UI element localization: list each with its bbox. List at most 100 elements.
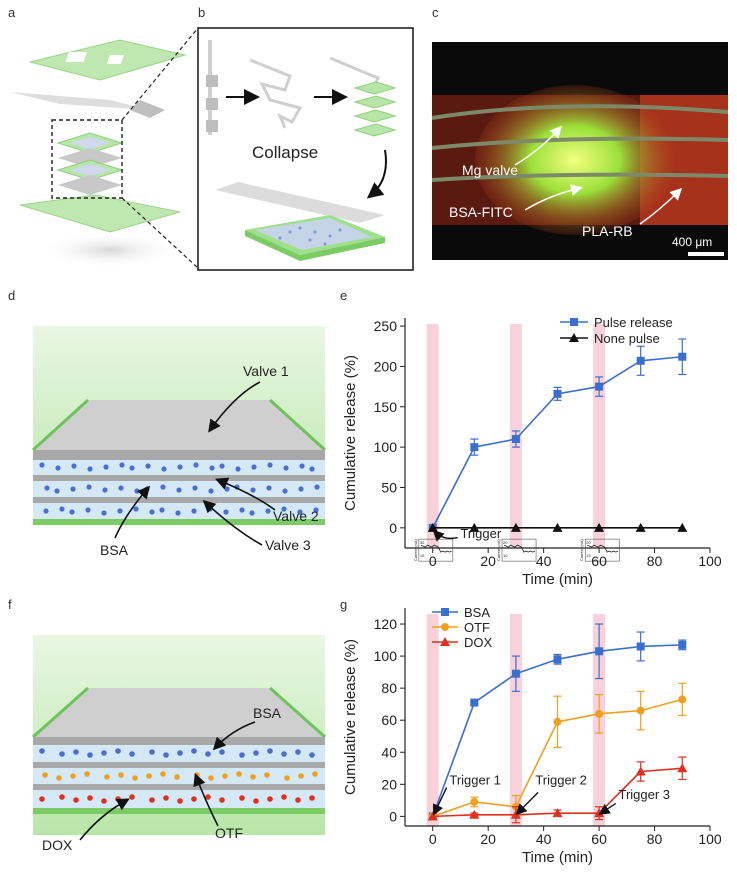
bsa-particle: [133, 506, 139, 512]
bsa-particle: [281, 751, 287, 757]
legend-label: DOX: [464, 635, 493, 650]
y-tick-label: 20: [381, 776, 397, 792]
data-point: [595, 382, 604, 391]
y-tick-label: 40: [381, 744, 397, 760]
bsa-particle: [103, 464, 109, 470]
bsa-particle: [265, 508, 271, 514]
otf-particle: [264, 772, 270, 778]
bsa-particle: [309, 466, 315, 472]
bsa-particle: [192, 485, 198, 491]
otf-particle: [284, 775, 290, 781]
bsa-particle: [119, 462, 125, 468]
collapse-label: Collapse: [252, 143, 318, 162]
y-tick-label: 50: [381, 479, 397, 495]
bsa-particle: [118, 485, 124, 491]
legend-marker: [570, 318, 578, 326]
bsa-fitc-label: BSA-FITC: [449, 204, 513, 220]
bsa-particle: [267, 462, 273, 468]
valve-2-label: Valve 2: [273, 508, 319, 524]
dox-particle: [177, 798, 183, 804]
x-tick-label: 0: [429, 831, 437, 847]
y-tick-label: 0: [389, 520, 397, 536]
data-point: [427, 811, 438, 821]
bsa-particle: [251, 464, 257, 470]
otf-particle: [312, 771, 318, 777]
dox-particle: [309, 795, 315, 801]
bsa-particle: [87, 466, 93, 472]
dox-particle: [115, 796, 121, 802]
data-point: [427, 522, 438, 532]
y-tick-label: 200: [374, 358, 398, 374]
dox-particle: [295, 797, 301, 803]
y-tick-label: 150: [374, 399, 398, 415]
bsa-particle: [295, 749, 301, 755]
bsa-label-d: BSA: [100, 542, 129, 558]
bsa-particle: [149, 749, 155, 755]
data-point: [552, 522, 563, 532]
otf-particle: [236, 771, 242, 777]
otf-particle: [174, 774, 180, 780]
data-point: [552, 808, 563, 818]
x-axis-label: Time (min): [522, 849, 593, 866]
bsa-particle: [239, 752, 245, 758]
data-point: [635, 766, 646, 776]
bsa-particle: [282, 488, 288, 494]
current-inset: [584, 538, 620, 562]
bsa-particle: [101, 510, 107, 516]
bsa-particle: [129, 465, 135, 471]
otf-particle: [56, 775, 62, 781]
dox-particle: [101, 798, 107, 804]
dox-particle: [163, 795, 169, 801]
panel-a-exploded-device: [10, 27, 199, 269]
bsa-particle: [59, 751, 65, 757]
y-tick-label: 80: [381, 680, 397, 696]
bsa-particle: [297, 509, 303, 515]
bsa-particle: [208, 488, 214, 494]
x-tick-label: 20: [480, 553, 496, 569]
trigger-2-arrow: [515, 791, 539, 816]
bsa-particle: [70, 486, 76, 492]
x-axis-label: Time (min): [522, 571, 593, 588]
x-tick-label: 40: [536, 553, 552, 569]
bsa-particle: [224, 486, 230, 492]
data-point: [594, 522, 605, 532]
bsa-particle: [219, 749, 225, 755]
data-point: [678, 695, 687, 704]
data-point: [553, 389, 562, 398]
current-inset: [501, 538, 537, 562]
otf-particle: [42, 772, 48, 778]
bsa-particle: [177, 464, 183, 470]
bsa-particle: [175, 510, 181, 516]
bsa-particle: [309, 752, 315, 758]
bsa-particle: [267, 748, 273, 754]
data-point: [470, 443, 479, 452]
dox-particle: [219, 797, 225, 803]
data-point: [636, 356, 645, 365]
bsa-particle: [87, 752, 93, 758]
bsa-particle: [250, 487, 256, 493]
inset-tick-label: 20: [586, 540, 591, 545]
otf-particle: [298, 773, 304, 779]
panel-label-g: g: [340, 597, 347, 612]
y-axis-label: Cumulative release (%): [342, 355, 359, 511]
data-point: [470, 797, 479, 806]
dox-particle: [239, 795, 245, 801]
y-axis-label: Cumulative release (%): [342, 639, 359, 795]
trigger-arrow: [432, 529, 458, 542]
bsa-particle: [299, 463, 305, 469]
trigger-1-label: Trigger 1: [449, 772, 501, 787]
data-point: [636, 706, 645, 715]
bsa-particle: [73, 749, 79, 755]
bsa-particle: [223, 509, 229, 515]
panel-c-micrograph: Mg valve BSA-FITC PLA-RB 400 μm: [431, 42, 729, 260]
legend-marker: [440, 637, 450, 646]
y-tick-label: 100: [374, 439, 398, 455]
data-point: [635, 522, 646, 532]
x-tick-label: 60: [591, 831, 607, 847]
bsa-particle: [101, 750, 107, 756]
y-tick-label: 0: [389, 808, 397, 824]
bsa-particle: [193, 462, 199, 468]
trigger-band: [509, 614, 522, 826]
data-point: [510, 522, 521, 532]
